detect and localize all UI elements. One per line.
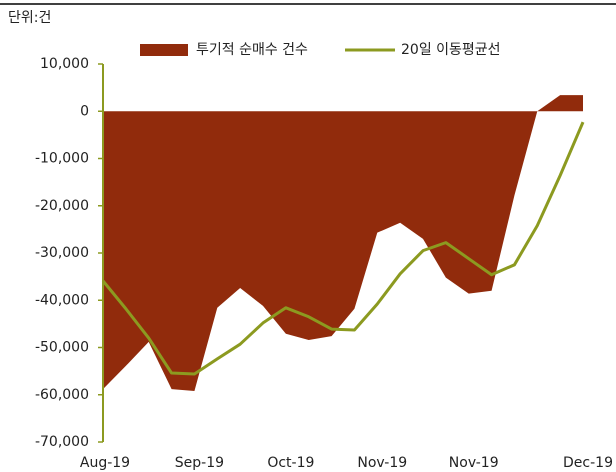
y-tick-label: -60,000 [35, 387, 89, 403]
area [103, 95, 583, 391]
x-tick-label: Oct-19 [267, 455, 314, 471]
x-tick-label: Nov-19 [357, 455, 407, 471]
x-tick-label: Sep-19 [175, 455, 224, 471]
y-tick-label: 0 [80, 103, 89, 119]
y-tick-label: -10,000 [35, 151, 89, 167]
unit-label: 단위:건 [8, 10, 51, 26]
legend-swatch [140, 44, 188, 56]
y-tick-label: 10,000 [40, 56, 89, 72]
legend-label: 투기적 순매수 건수 [196, 42, 308, 58]
legend-label: 20일 이동평균선 [401, 42, 501, 58]
y-tick-label: -20,000 [35, 198, 89, 214]
x-tick-label: Nov-19 [449, 455, 499, 471]
y-tick-label: -70,000 [35, 434, 89, 450]
y-tick-label: -50,000 [35, 340, 89, 356]
x-tick-label: Dec-19 [563, 455, 613, 471]
x-tick-label: Aug-19 [80, 455, 130, 471]
y-tick-label: -30,000 [35, 245, 89, 261]
y-tick-label: -40,000 [35, 292, 89, 308]
line [101, 121, 585, 376]
